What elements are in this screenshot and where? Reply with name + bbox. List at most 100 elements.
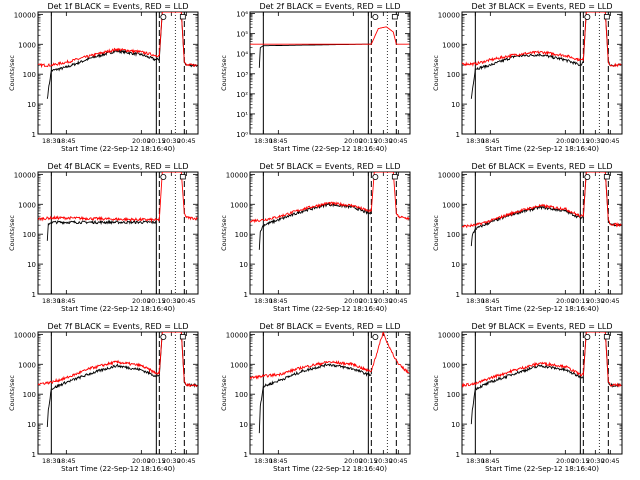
series-lld (38, 332, 198, 388)
series-lld (38, 12, 198, 69)
series-lld (462, 332, 622, 388)
series-events (258, 43, 372, 68)
marker-label: N (188, 179, 189, 180)
panel-title: Det 7f BLACK = Events, RED = LLD (47, 322, 188, 331)
x-tick-label: 20:45 (177, 297, 196, 305)
y-tick-label: 10000 (226, 331, 248, 339)
x-tick-label: 20:00 (556, 137, 575, 145)
marker-s (160, 333, 167, 340)
x-tick-label: 20:30 (162, 137, 181, 145)
panel-title: Det 3f BLACK = Events, RED = LLD (471, 2, 612, 11)
x-tick-label: 20:45 (389, 297, 408, 305)
y-tick-label: 10 (451, 101, 460, 109)
y-tick-label: 10 (239, 421, 248, 429)
y-axis-label: Counts/sec (220, 55, 228, 91)
series-lld (250, 172, 410, 224)
y-tick-label: 1 (456, 131, 460, 139)
x-tick-label: 20:15 (147, 297, 166, 305)
y-tick-label: 1000 (18, 41, 36, 49)
plot-frame (461, 171, 623, 295)
plot-frame (249, 11, 411, 135)
x-tick-label: 20:45 (389, 137, 408, 145)
series-events (258, 202, 372, 250)
plot-frame (37, 11, 199, 135)
x-axis-label: Start Time (22-Sep-12 18:16:40) (485, 145, 599, 153)
series-events (258, 363, 372, 434)
y-tick-label: 10³ (236, 71, 248, 79)
panel-title: Det 5f BLACK = Events, RED = LLD (259, 162, 400, 171)
x-tick-label: 20:15 (571, 457, 590, 465)
plot-frame (249, 171, 411, 295)
marker-n (603, 174, 610, 180)
y-tick-label: 1000 (442, 201, 460, 209)
series-lld (462, 12, 622, 68)
y-tick-label: 10⁰ (236, 131, 248, 139)
x-tick-label: 18:30 (466, 457, 485, 465)
x-axis-label: Start Time (22-Sep-12 18:16:40) (61, 465, 175, 473)
marker-n (391, 14, 398, 20)
y-tick-label: 1000 (442, 361, 460, 369)
y-tick-label: 1 (244, 451, 248, 459)
marker-s (584, 173, 591, 180)
y-axis-label: Counts/sec (8, 215, 16, 251)
series-events (46, 219, 157, 241)
x-tick-label: 18:30 (466, 137, 485, 145)
marker-n (179, 334, 186, 340)
marker-label: N (612, 339, 613, 340)
y-tick-label: 100 (447, 391, 460, 399)
x-axis-label: Start Time (22-Sep-12 18:16:40) (485, 305, 599, 313)
y-tick-label: 10 (27, 261, 36, 269)
y-tick-label: 10000 (14, 11, 36, 19)
y-axis-label: Counts/sec (432, 215, 440, 251)
plot-frame (249, 331, 411, 455)
x-tick-label: 20:00 (132, 137, 151, 145)
y-axis-label: Counts/sec (220, 375, 228, 411)
y-tick-label: 1 (456, 291, 460, 299)
marker-n (603, 14, 610, 20)
x-tick-label: 20:15 (571, 137, 590, 145)
y-tick-label: 1000 (18, 361, 36, 369)
y-tick-label: 100 (23, 231, 36, 239)
y-tick-label: 100 (23, 391, 36, 399)
x-tick-label: 18:45 (481, 457, 500, 465)
y-tick-label: 10000 (226, 171, 248, 179)
x-tick-label: 18:45 (57, 457, 76, 465)
x-tick-label: 20:00 (344, 297, 363, 305)
x-tick-label: 20:30 (162, 457, 181, 465)
x-tick-label: 20:45 (601, 137, 620, 145)
x-tick-label: 20:00 (344, 137, 363, 145)
marker-label: N (400, 19, 401, 20)
panel-9: Det 9f BLACK = Events, RED = LLD 1 10 100 10… (432, 322, 623, 473)
plot-frame (37, 171, 199, 295)
x-tick-label: 20:15 (571, 297, 590, 305)
x-tick-label: 20:15 (359, 137, 378, 145)
panel-title: Det 1f BLACK = Events, RED = LLD (47, 2, 188, 11)
y-tick-label: 1000 (18, 201, 36, 209)
series-events (46, 12, 198, 99)
y-tick-label: 10000 (438, 171, 460, 179)
marker-label: N (400, 179, 401, 180)
panel-title: Det 6f BLACK = Events, RED = LLD (471, 162, 612, 171)
y-axis-label: Counts/sec (220, 215, 228, 251)
y-axis-label: Counts/sec (432, 55, 440, 91)
panel-3: Det 3f BLACK = Events, RED = LLD 1 10 100 10… (432, 2, 623, 153)
marker-s (372, 173, 379, 180)
x-axis-label: Start Time (22-Sep-12 18:16:40) (485, 465, 599, 473)
y-tick-label: 1000 (230, 201, 248, 209)
marker-s (160, 13, 167, 20)
marker-label: N (188, 19, 189, 20)
y-axis-label: Counts/sec (8, 375, 16, 411)
marker-n (391, 174, 398, 180)
y-tick-label: 100 (447, 231, 460, 239)
x-axis-label: Start Time (22-Sep-12 18:16:40) (273, 465, 387, 473)
y-tick-label: 10⁵ (236, 31, 248, 39)
y-tick-label: 10 (451, 421, 460, 429)
x-tick-label: 20:15 (359, 457, 378, 465)
y-tick-label: 10000 (14, 331, 36, 339)
marker-label: N (612, 179, 613, 180)
marker-s (372, 333, 379, 340)
x-tick-label: 18:45 (269, 457, 288, 465)
y-tick-label: 100 (447, 71, 460, 79)
panel-title: Det 4f BLACK = Events, RED = LLD (47, 162, 188, 171)
x-tick-label: 20:45 (601, 457, 620, 465)
